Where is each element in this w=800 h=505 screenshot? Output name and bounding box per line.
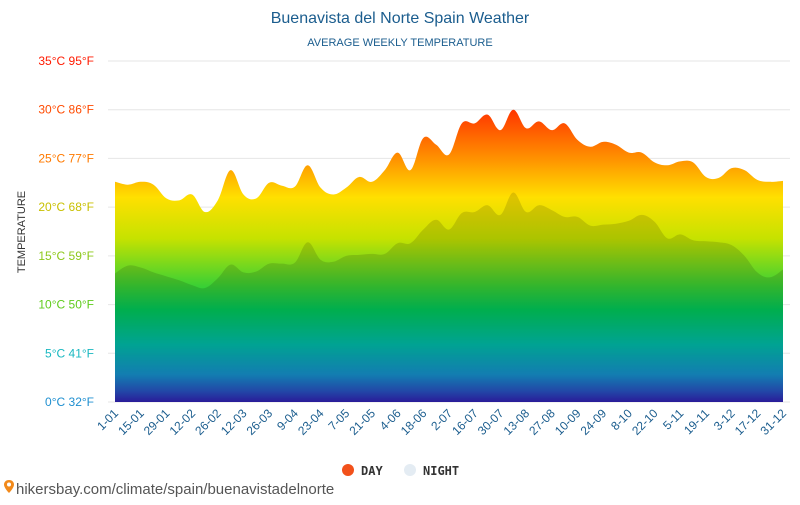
x-tick-label: 26-02 [192, 406, 224, 438]
x-tick-label: 30-07 [475, 406, 507, 438]
y-axis-label: TEMPERATURE [16, 191, 28, 273]
x-tick-label: 27-08 [526, 406, 558, 438]
legend-label: NIGHT [423, 464, 459, 478]
x-tick-label: 15-01 [115, 406, 147, 438]
chart-title: Buenavista del Norte Spain Weather [271, 10, 530, 27]
x-tick-label: 23-04 [295, 406, 327, 438]
y-tick-label: 30°C 86°F [38, 103, 94, 117]
y-tick-label: 10°C 50°F [38, 298, 94, 312]
legend-marker [342, 464, 354, 476]
x-tick-label: 22-10 [629, 406, 661, 438]
x-tick-label: 10-09 [552, 406, 584, 438]
x-tick-label: 26-03 [244, 406, 276, 438]
x-tick-label: 18-06 [398, 406, 430, 438]
area-1 [115, 192, 783, 402]
legend-label: DAY [361, 464, 383, 478]
y-tick-label: 25°C 77°F [38, 151, 94, 165]
pin-icon [4, 480, 14, 493]
x-tick-label: 21-05 [346, 406, 378, 438]
x-tick-label: 29-01 [141, 406, 173, 438]
y-tick-label: 20°C 68°F [38, 200, 94, 214]
x-tick-label: 24-09 [578, 406, 610, 438]
x-tick-label: 19-11 [681, 406, 712, 437]
x-tick-label: 16-07 [449, 406, 481, 438]
x-tick-label: 17-12 [732, 406, 764, 438]
source-url: hikersbay.com/climate/spain/buenavistade… [16, 481, 334, 498]
chart-subtitle: AVERAGE WEEKLY TEMPERATURE [307, 37, 492, 49]
x-tick-label: 12-03 [218, 406, 250, 438]
y-tick-label: 35°C 95°F [38, 54, 94, 68]
y-tick-label: 15°C 59°F [38, 249, 94, 263]
legend-marker [404, 464, 416, 476]
x-tick-label: 31-12 [758, 406, 790, 438]
x-tick-label: 12-02 [167, 406, 199, 438]
y-tick-label: 0°C 32°F [45, 395, 94, 409]
area-shade-1 [115, 192, 783, 402]
x-tick-label: 13-08 [501, 406, 533, 438]
y-tick-label: 5°C 41°F [45, 346, 94, 360]
